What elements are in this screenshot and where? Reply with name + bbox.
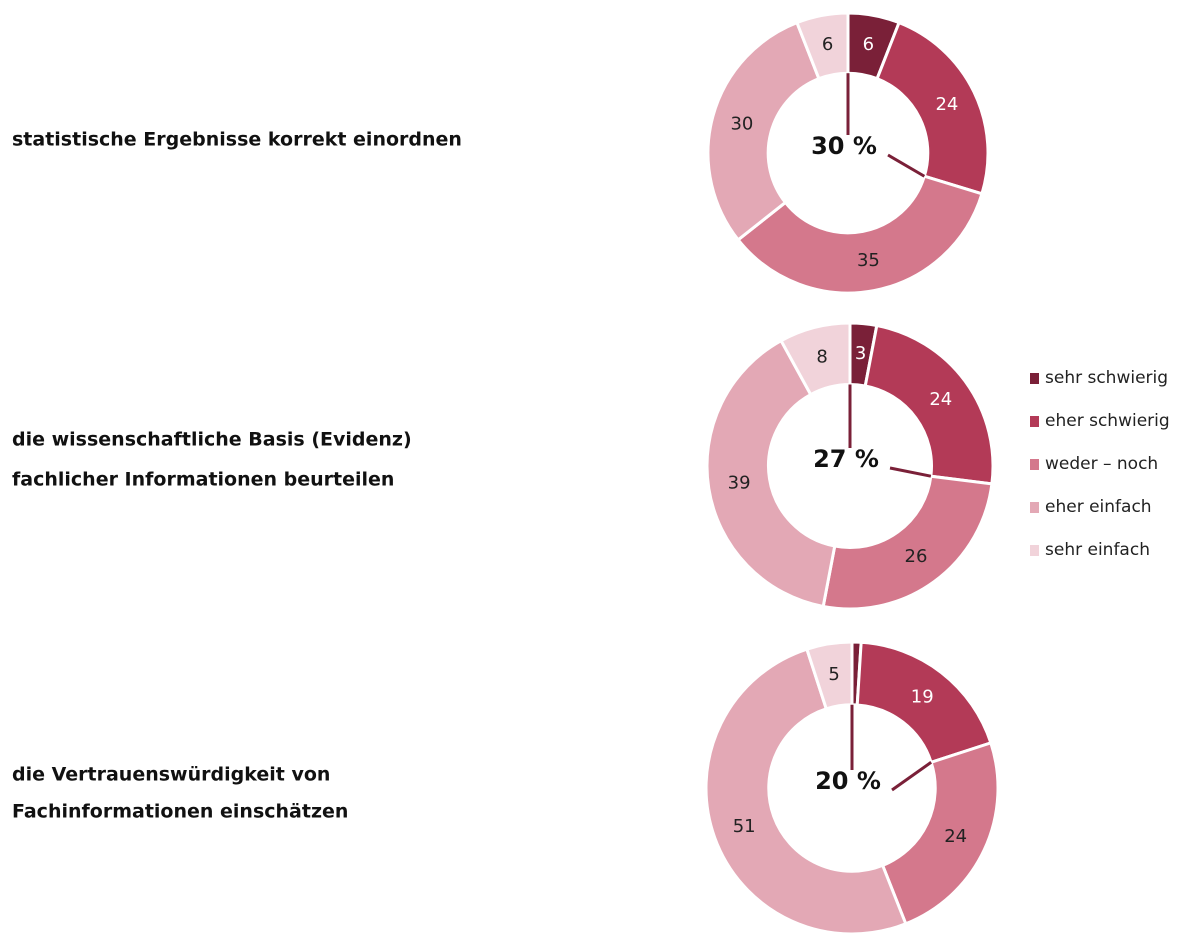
donut-slice — [736, 174, 984, 295]
slice-label: 24 — [944, 826, 967, 847]
legend-swatch — [1030, 416, 1039, 427]
slice-label: 51 — [733, 816, 756, 837]
donut-slice — [863, 323, 995, 486]
bracket-line — [887, 153, 926, 178]
bracket-line — [891, 761, 933, 792]
legend-swatch — [1030, 373, 1039, 384]
legend-swatch — [1030, 502, 1039, 513]
donut-slice — [705, 338, 837, 609]
slice-label: 6 — [822, 34, 833, 55]
row-label: statistische Ergebnisse korrekt einordne… — [12, 129, 462, 151]
slice-label: 8 — [816, 346, 827, 367]
slice-label: 24 — [935, 94, 958, 115]
legend-label: eher einfach — [1045, 497, 1152, 517]
row-label: fachlicher Informationen beurteilen — [12, 469, 394, 491]
donut-slice — [880, 740, 1000, 926]
donut-slice — [706, 20, 821, 242]
legend-swatch — [1030, 545, 1039, 556]
slice-label: 35 — [857, 250, 880, 271]
slice-label: 3 — [855, 343, 866, 364]
legend-swatch — [1030, 459, 1039, 470]
row-label: die wissenschaftliche Basis (Evidenz) — [12, 429, 412, 451]
slice-label: 6 — [863, 34, 874, 55]
donut-slice — [875, 20, 990, 196]
slice-label: 5 — [828, 664, 839, 685]
legend-label: weder – noch — [1045, 454, 1158, 474]
donut-slice — [821, 474, 994, 611]
legend-label: sehr einfach — [1045, 540, 1150, 560]
donut-slice — [704, 647, 908, 933]
slice-label: 30 — [730, 113, 753, 134]
legend-label: eher schwierig — [1045, 411, 1170, 431]
slice-label: 39 — [728, 473, 751, 494]
slice-label: 24 — [929, 389, 952, 410]
slice-label: 26 — [905, 546, 928, 567]
center-label: 30 % — [811, 132, 877, 160]
donut-slice — [795, 11, 850, 81]
donut-slice — [779, 321, 852, 397]
row-label: Fachinformationen einschätzen — [12, 801, 348, 823]
row-label: die Vertrauenswürdigkeit von — [12, 764, 330, 786]
legend-label: sehr schwierig — [1045, 368, 1168, 388]
center-label: 20 % — [815, 767, 881, 795]
slice-label: 19 — [911, 686, 934, 707]
donut-slice — [804, 640, 854, 711]
bracket-line — [889, 466, 932, 478]
center-label: 27 % — [813, 445, 879, 473]
